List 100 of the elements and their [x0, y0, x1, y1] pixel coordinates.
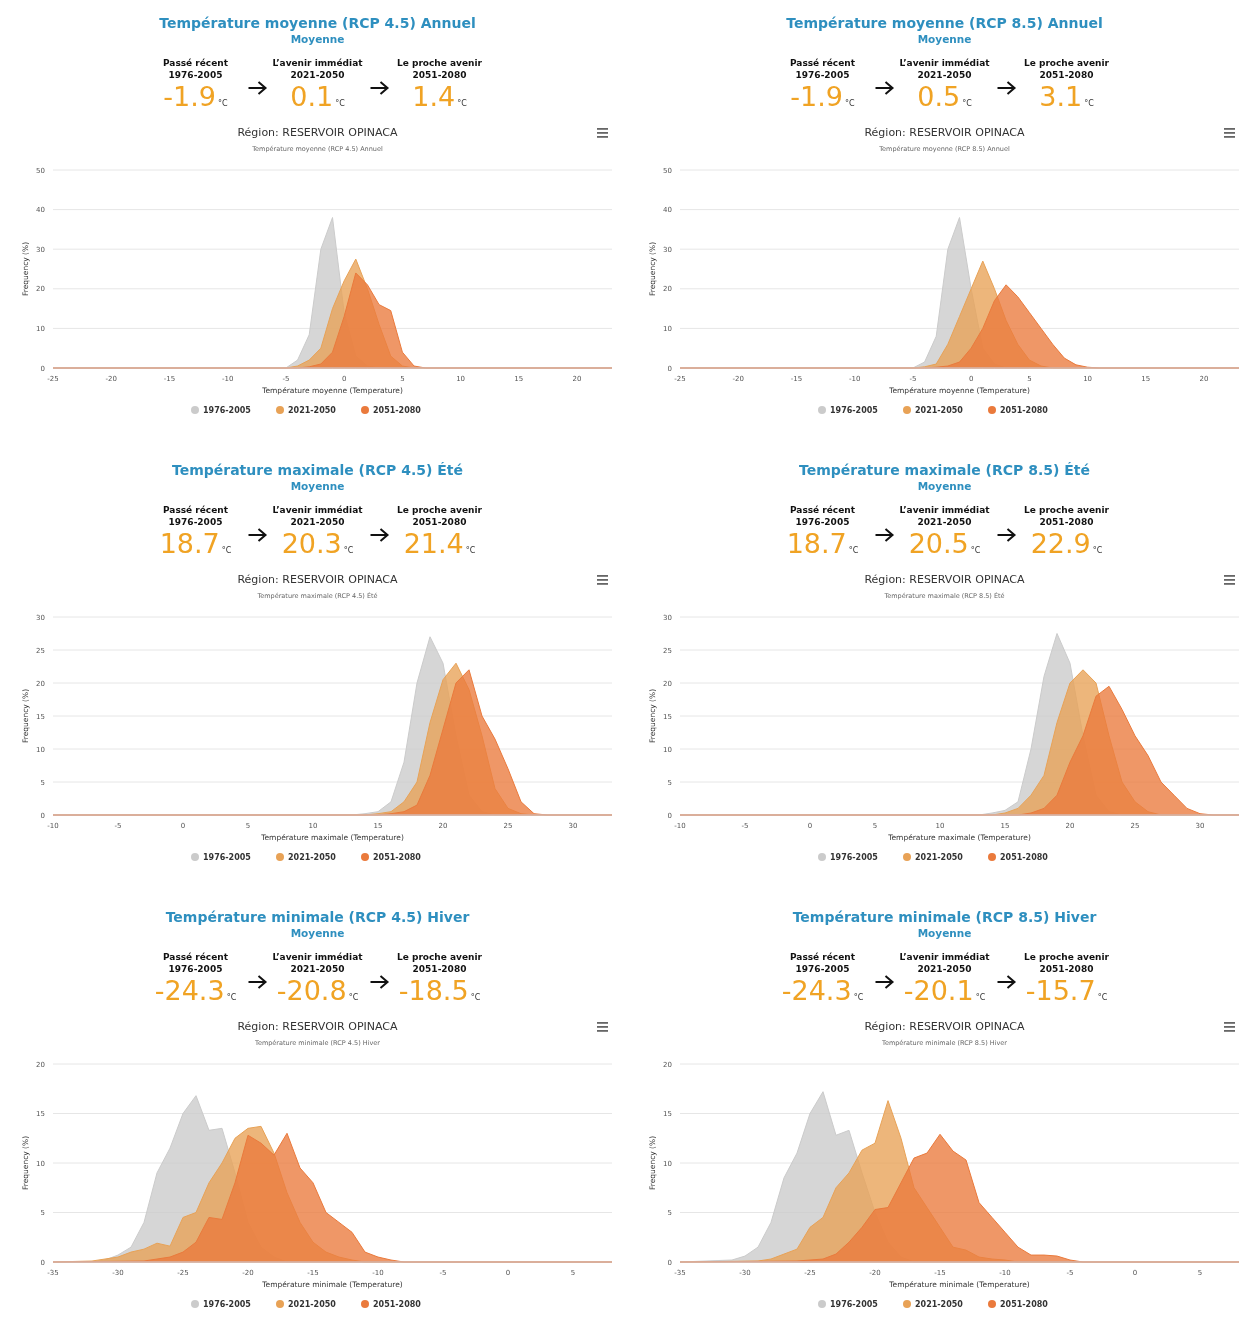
text: °C: [845, 99, 856, 108]
category-label: L’avenir immédiat: [899, 952, 991, 962]
text: Moyenne: [917, 480, 972, 492]
text: Moyenne: [290, 33, 345, 45]
legend-label: 2021-2050: [915, 853, 964, 862]
data-label: 18.7: [786, 528, 847, 559]
legend-label: 1976-2005: [830, 1300, 879, 1309]
category-label: Passé récent: [162, 505, 229, 515]
text: °C: [343, 546, 354, 555]
category-label: Le proche avenir: [397, 952, 483, 962]
category-label: L’avenir immédiat: [899, 58, 991, 68]
text: °C: [335, 99, 345, 108]
data-label: -1.9: [163, 81, 217, 112]
text: °C: [218, 99, 229, 108]
legend-label: 2051-2080: [1000, 853, 1049, 862]
category-label: L’avenir immédiat: [272, 952, 364, 962]
category-label: Le proche avenir: [1024, 952, 1110, 962]
text: 2051-2080: [1039, 517, 1094, 527]
text: 1976-2005: [168, 964, 223, 974]
data-label: -24.3: [781, 975, 852, 1006]
chart-title: Région: RESERVOIR OPINACA: [237, 1020, 399, 1033]
data-label: 18.7: [159, 528, 220, 559]
category-label: Le proche avenir: [397, 505, 483, 515]
text: Température maximale (RCP 8.5) Été: [798, 462, 1091, 478]
data-label: -18.5: [398, 975, 469, 1006]
data-label: 3.1: [1039, 81, 1083, 112]
text: °C: [457, 99, 467, 108]
legend-label: 2051-2080: [373, 853, 422, 862]
text: °C: [970, 546, 981, 555]
legend-label: 2021-2050: [288, 853, 337, 862]
legend-label: 2051-2080: [1000, 406, 1049, 415]
text: °C: [465, 546, 476, 555]
text: 2021-2050: [290, 517, 345, 527]
text: 2051-2080: [1039, 70, 1094, 80]
text: 2021-2050: [917, 964, 972, 974]
text: °C: [221, 546, 232, 555]
legend-label: 2051-2080: [373, 1300, 422, 1309]
legend-label: 1976-2005: [203, 853, 252, 862]
data-label: 1.4: [412, 81, 456, 112]
text: 1976-2005: [168, 70, 223, 80]
text: Moyenne: [917, 33, 972, 45]
data-label: 0.5: [917, 81, 961, 112]
category-label: L’avenir immédiat: [272, 505, 364, 515]
legend-label: 2021-2050: [915, 406, 964, 415]
data-label: 20.5: [908, 528, 969, 559]
text: Température minimale (RCP 4.5) Hiver: [165, 909, 470, 925]
text: 1976-2005: [795, 70, 850, 80]
legend-label: 2051-2080: [1000, 1300, 1049, 1309]
text: 2021-2050: [290, 964, 345, 974]
chart-title: Région: RESERVOIR OPINACA: [864, 126, 1026, 139]
text: °C: [1092, 546, 1103, 555]
text: Température minimale (RCP 8.5) Hiver: [792, 909, 1097, 925]
category-label: Passé récent: [162, 58, 229, 68]
text: °C: [348, 993, 359, 1002]
data-label: -1.9: [790, 81, 844, 112]
legend-label: 1976-2005: [203, 1300, 252, 1309]
text: Moyenne: [917, 927, 972, 939]
chart-title: Région: RESERVOIR OPINACA: [864, 1020, 1026, 1033]
category-label: Passé récent: [789, 952, 856, 962]
chart-title: Région: RESERVOIR OPINACA: [237, 126, 399, 139]
data-label: 22.9: [1030, 528, 1091, 559]
text: 2021-2050: [917, 517, 972, 527]
legend-label: 2051-2080: [373, 406, 422, 415]
data-label: 21.4: [403, 528, 464, 559]
text: °C: [1097, 993, 1108, 1002]
text: °C: [975, 993, 986, 1002]
text: 2051-2080: [412, 70, 467, 80]
data-label: 0.1: [290, 81, 334, 112]
text: 2021-2050: [290, 70, 345, 80]
text: °C: [962, 99, 972, 108]
text: °C: [470, 993, 481, 1002]
text: 2021-2050: [917, 70, 972, 80]
data-label: 20.3: [281, 528, 342, 559]
chart-title: Région: RESERVOIR OPINACA: [864, 573, 1026, 586]
data-label: -15.7: [1025, 975, 1096, 1006]
chart-title: Région: RESERVOIR OPINACA: [237, 573, 399, 586]
text: Température moyenne (RCP 4.5) Annuel: [159, 15, 476, 31]
text: Température moyenne (RCP 8.5) Annuel: [786, 15, 1103, 31]
text: 1976-2005: [168, 517, 223, 527]
text: Moyenne: [290, 480, 345, 492]
data-label: -20.8: [276, 975, 347, 1006]
text: Moyenne: [290, 927, 345, 939]
legend-label: 2021-2050: [288, 1300, 337, 1309]
category-label: Passé récent: [789, 58, 856, 68]
category-label: Le proche avenir: [1024, 505, 1110, 515]
data-label: -20.1: [903, 975, 974, 1006]
category-label: L’avenir immédiat: [272, 58, 364, 68]
legend-label: 1976-2005: [830, 406, 879, 415]
text: °C: [1084, 99, 1094, 108]
text: 2051-2080: [1039, 964, 1094, 974]
text: °C: [848, 546, 859, 555]
text: °C: [853, 993, 864, 1002]
text: 2051-2080: [412, 517, 467, 527]
category-label: L’avenir immédiat: [899, 505, 991, 515]
legend-label: 2021-2050: [915, 1300, 964, 1309]
category-label: Le proche avenir: [397, 58, 483, 68]
category-label: Le proche avenir: [1024, 58, 1110, 68]
text: 1976-2005: [795, 964, 850, 974]
category-label: Passé récent: [789, 505, 856, 515]
legend-label: 1976-2005: [203, 406, 252, 415]
